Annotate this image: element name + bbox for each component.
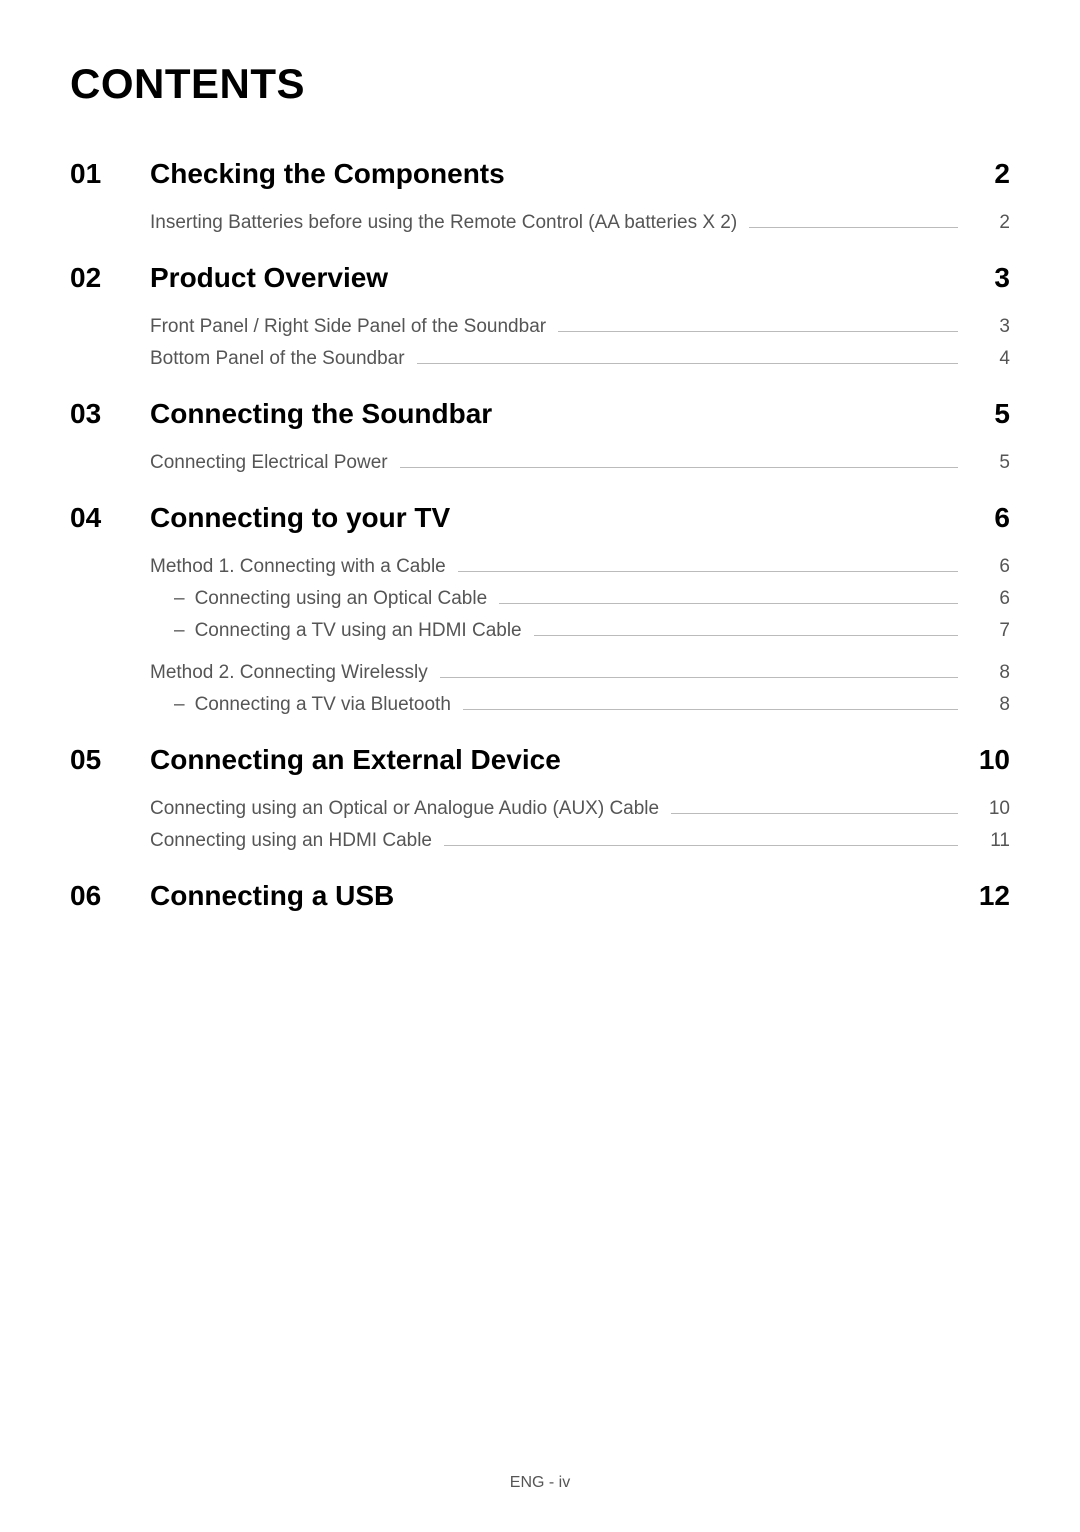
toc-entry: Connecting Electrical Power 5	[150, 452, 1010, 474]
section-number: 03	[70, 398, 150, 430]
entry-page: 6	[970, 588, 1010, 610]
entry-text: Method 2. Connecting Wirelessly	[150, 662, 428, 684]
entry-leader	[440, 677, 958, 678]
section-entries: Inserting Batteries before using the Rem…	[70, 212, 1010, 234]
entry-text: Connecting using an Optical or Analogue …	[150, 798, 659, 820]
toc-entry: Connecting using an HDMI Cable 11	[150, 830, 1010, 852]
entry-leader	[534, 635, 958, 636]
entry-leader	[558, 331, 958, 332]
section-title: Connecting to your TV	[150, 502, 960, 534]
section-number: 02	[70, 262, 150, 294]
entry-text: Method 1. Connecting with a Cable	[150, 556, 446, 578]
entry-page: 5	[970, 452, 1010, 474]
section-header: 06Connecting a USB12	[70, 880, 1010, 912]
entry-page: 7	[970, 620, 1010, 642]
toc-section: 02Product Overview3Front Panel / Right S…	[70, 262, 1010, 370]
page-footer: ENG - iv	[0, 1474, 1080, 1492]
section-number: 01	[70, 158, 150, 190]
toc-section: 04Connecting to your TV6Method 1. Connec…	[70, 502, 1010, 716]
toc-container: 01Checking the Components2Inserting Batt…	[70, 158, 1010, 912]
section-page: 10	[960, 744, 1010, 776]
toc-entry: Inserting Batteries before using the Rem…	[150, 212, 1010, 234]
toc-entry: Method 2. Connecting Wirelessly 8	[150, 662, 1010, 684]
entry-leader	[400, 467, 958, 468]
entry-text: Connecting using an Optical Cable	[174, 588, 487, 610]
section-entries: Connecting using an Optical or Analogue …	[70, 798, 1010, 852]
toc-sub-entry: Connecting using an Optical Cable 6	[150, 588, 1010, 610]
entry-leader	[749, 227, 958, 228]
section-number: 06	[70, 880, 150, 912]
toc-entry: Method 1. Connecting with a Cable 6	[150, 556, 1010, 578]
section-entries: Method 1. Connecting with a Cable6Connec…	[70, 556, 1010, 716]
section-title: Product Overview	[150, 262, 960, 294]
entry-page: 2	[970, 212, 1010, 234]
entry-text: Front Panel / Right Side Panel of the So…	[150, 316, 546, 338]
entry-page: 11	[970, 830, 1010, 852]
section-page: 3	[960, 262, 1010, 294]
entry-text: Connecting using an HDMI Cable	[150, 830, 432, 852]
entry-page: 10	[970, 798, 1010, 820]
toc-section: 06Connecting a USB12	[70, 880, 1010, 912]
section-number: 04	[70, 502, 150, 534]
toc-sub-entry: Connecting a TV via Bluetooth 8	[150, 694, 1010, 716]
section-entries: Connecting Electrical Power 5	[70, 452, 1010, 474]
entry-text: Connecting a TV via Bluetooth	[174, 694, 451, 716]
entry-leader	[671, 813, 958, 814]
toc-entry: Connecting using an Optical or Analogue …	[150, 798, 1010, 820]
toc-section: 01Checking the Components2Inserting Batt…	[70, 158, 1010, 234]
entry-page: 4	[970, 348, 1010, 370]
section-page: 5	[960, 398, 1010, 430]
section-page: 6	[960, 502, 1010, 534]
section-title: Checking the Components	[150, 158, 960, 190]
entry-text: Connecting a TV using an HDMI Cable	[174, 620, 522, 642]
toc-section: 03Connecting the Soundbar5Connecting Ele…	[70, 398, 1010, 474]
section-header: 02Product Overview3	[70, 262, 1010, 294]
toc-entry: Bottom Panel of the Soundbar 4	[150, 348, 1010, 370]
section-title: Connecting a USB	[150, 880, 960, 912]
entry-page: 8	[970, 662, 1010, 684]
entry-leader	[458, 571, 958, 572]
section-header: 01Checking the Components2	[70, 158, 1010, 190]
section-header: 04Connecting to your TV6	[70, 502, 1010, 534]
entry-text: Bottom Panel of the Soundbar	[150, 348, 405, 370]
entry-text: Connecting Electrical Power	[150, 452, 388, 474]
entry-spacer	[150, 652, 1010, 662]
entry-text: Inserting Batteries before using the Rem…	[150, 212, 737, 234]
entry-page: 3	[970, 316, 1010, 338]
entry-leader	[499, 603, 958, 604]
entry-leader	[444, 845, 958, 846]
toc-section: 05Connecting an External Device10Connect…	[70, 744, 1010, 852]
section-title: Connecting an External Device	[150, 744, 960, 776]
entry-page: 6	[970, 556, 1010, 578]
entry-leader	[417, 363, 958, 364]
section-header: 05Connecting an External Device10	[70, 744, 1010, 776]
toc-entry: Front Panel / Right Side Panel of the So…	[150, 316, 1010, 338]
section-title: Connecting the Soundbar	[150, 398, 960, 430]
entry-page: 8	[970, 694, 1010, 716]
section-page: 12	[960, 880, 1010, 912]
section-page: 2	[960, 158, 1010, 190]
section-entries: Front Panel / Right Side Panel of the So…	[70, 316, 1010, 370]
section-header: 03Connecting the Soundbar5	[70, 398, 1010, 430]
page-title: CONTENTS	[70, 60, 1010, 108]
toc-sub-entry: Connecting a TV using an HDMI Cable 7	[150, 620, 1010, 642]
section-number: 05	[70, 744, 150, 776]
entry-leader	[463, 709, 958, 710]
